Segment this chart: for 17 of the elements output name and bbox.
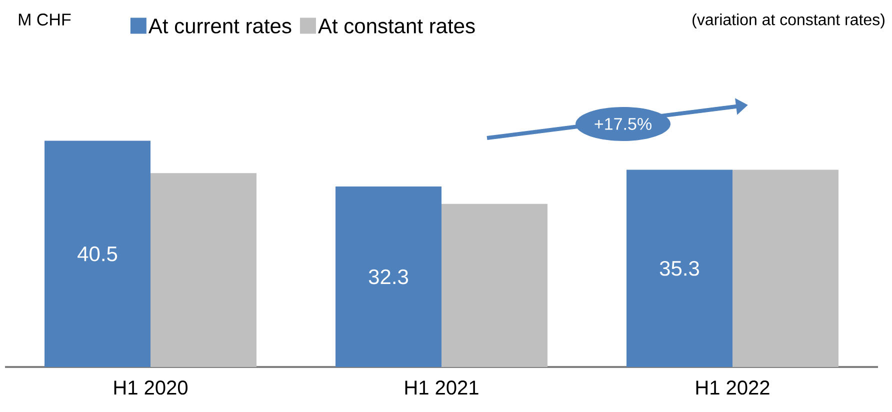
- x-tick-label: H1 2022: [696, 380, 770, 395]
- bar: [336, 186, 442, 367]
- x-tick-label: H1 2020: [114, 380, 188, 395]
- bar: [626, 170, 732, 367]
- bar: [44, 140, 151, 367]
- text: +17.5%: [594, 118, 652, 130]
- legend-label: At current rates: [148, 18, 292, 34]
- bar: [442, 204, 548, 367]
- legend-label: At constant rates: [318, 18, 475, 34]
- data-label: 32.3: [368, 269, 408, 284]
- text: M CHF: [18, 14, 71, 26]
- bar: [150, 173, 257, 367]
- text: (variation at constant rates): [692, 14, 884, 28]
- data-label: 35.3: [660, 260, 700, 276]
- data-label: 40.5: [78, 246, 118, 262]
- bar: [732, 170, 838, 367]
- x-tick-label: H1 2021: [405, 380, 478, 395]
